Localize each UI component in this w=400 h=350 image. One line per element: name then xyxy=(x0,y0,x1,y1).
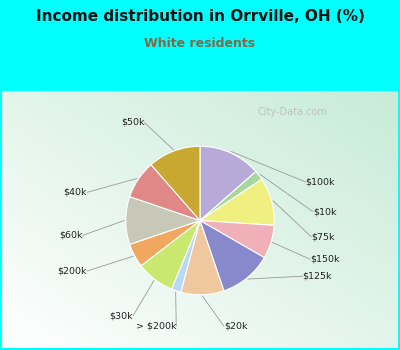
Text: $75k: $75k xyxy=(311,232,335,241)
Wedge shape xyxy=(200,220,274,258)
Text: $20k: $20k xyxy=(224,321,247,330)
Text: $150k: $150k xyxy=(310,254,339,264)
Wedge shape xyxy=(200,220,264,291)
Text: $30k: $30k xyxy=(110,311,133,320)
Text: White residents: White residents xyxy=(144,37,256,50)
Text: $100k: $100k xyxy=(306,177,335,187)
Wedge shape xyxy=(130,165,200,220)
Text: $60k: $60k xyxy=(59,231,83,240)
Text: $125k: $125k xyxy=(302,272,332,281)
Wedge shape xyxy=(130,220,200,266)
Wedge shape xyxy=(181,220,224,295)
Wedge shape xyxy=(172,220,200,292)
Text: $200k: $200k xyxy=(58,266,87,275)
Text: $10k: $10k xyxy=(313,207,336,216)
Text: City-Data.com: City-Data.com xyxy=(257,107,327,117)
Text: $50k: $50k xyxy=(121,118,144,127)
Text: > $200k: > $200k xyxy=(136,321,176,330)
Wedge shape xyxy=(126,197,200,244)
Wedge shape xyxy=(200,146,256,220)
Wedge shape xyxy=(141,220,200,289)
Wedge shape xyxy=(200,179,274,225)
Text: Income distribution in Orrville, OH (%): Income distribution in Orrville, OH (%) xyxy=(36,9,364,24)
Text: $40k: $40k xyxy=(64,188,87,197)
Wedge shape xyxy=(151,146,200,220)
Wedge shape xyxy=(200,172,262,220)
